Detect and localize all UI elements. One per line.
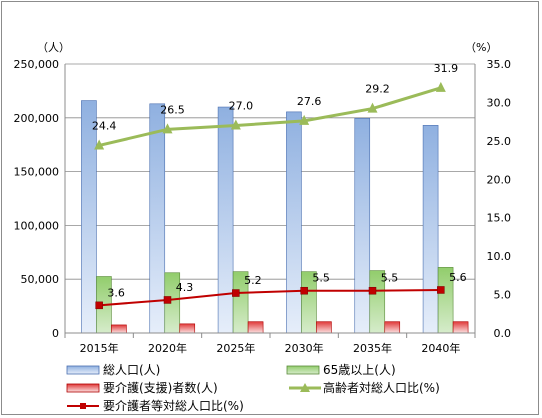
lines	[94, 81, 446, 310]
data-label-care-ratio: 5.6	[449, 271, 467, 284]
bar-total-population	[354, 118, 371, 334]
bar-total-population	[286, 111, 302, 334]
legend-label-care: 要介護(支援)者数(人)	[103, 380, 218, 395]
right-tick-label: 35.0	[487, 58, 512, 71]
data-label-care-ratio: 4.3	[176, 281, 194, 294]
right-tick-label: 25.0	[487, 135, 512, 148]
legend-marker-elder-ratio	[300, 383, 310, 392]
data-label-care-ratio: 5.5	[312, 272, 330, 285]
point-care-ratio	[368, 286, 377, 295]
point-elderly-ratio	[299, 114, 310, 125]
left-tick-label: 200,000	[14, 112, 60, 125]
legend-marker-care-ratio	[80, 403, 86, 409]
point-elderly-ratio	[435, 81, 446, 92]
right-axis-unit-label: （%）	[465, 41, 497, 54]
legend-label-care-ratio: 要介護者等対総人口比(%)	[103, 398, 244, 413]
bar-total-population	[422, 125, 439, 334]
point-care-ratio	[232, 289, 240, 297]
left-tick-label: 150,000	[14, 166, 60, 179]
right-tick-label: 0.0	[494, 327, 512, 340]
legend-swatch-total	[66, 365, 100, 375]
x-tick-label: 2025年	[216, 341, 255, 355]
data-label-care-ratio: 5.2	[244, 274, 262, 287]
left-tick-label: 250,000	[14, 58, 60, 71]
bar-total-population	[149, 103, 166, 334]
x-tick-label: 2040年	[421, 341, 460, 355]
left-tick-label: 100,000	[14, 219, 60, 232]
point-care-ratio	[163, 296, 172, 304]
x-tick-label: 2030年	[285, 341, 324, 355]
legend: 総人口(人) 65歳以上(人) 要介護(支援)者数(人) 高齢者対総人口比(%)…	[66, 363, 440, 413]
point-elderly-ratio	[162, 123, 173, 134]
bars	[81, 100, 469, 334]
x-tick-label: 2015年	[80, 341, 119, 355]
point-care-ratio	[300, 286, 308, 295]
data-label-care-ratio: 5.5	[381, 272, 399, 285]
left-tick-label: 0	[52, 327, 59, 340]
point-elderly-ratio	[367, 102, 378, 113]
data-label-elderly-ratio: 31.9	[434, 62, 459, 75]
data-label-elderly-ratio: 26.5	[160, 103, 185, 116]
grid	[65, 63, 475, 280]
legend-swatch-elder	[286, 365, 320, 375]
right-tick-label: 5.0	[494, 289, 512, 302]
point-elderly-ratio	[94, 139, 105, 150]
point-elderly-ratio	[230, 119, 241, 130]
data-label-elderly-ratio: 27.0	[229, 99, 254, 112]
bar-total-population	[217, 106, 234, 334]
axes: 0 50,000 100,000 150,000 200,000 250,000 0.0 5.…	[14, 58, 512, 355]
bar-care-recipients	[452, 321, 469, 334]
right-tick-label: 15.0	[487, 212, 512, 225]
left-axis-unit-label: （人）	[37, 41, 70, 54]
right-tick-label: 10.0	[487, 250, 512, 263]
data-label-care-ratio: 3.6	[107, 286, 125, 299]
bar-care-recipients	[111, 324, 127, 334]
left-tick-label: 50,000	[21, 273, 60, 286]
right-tick-label: 20.0	[487, 173, 512, 186]
x-tick-label: 2035年	[353, 341, 392, 355]
legend-swatch-care	[66, 383, 100, 393]
bar-care-recipients	[316, 321, 332, 334]
bar-care-recipients	[247, 321, 264, 334]
point-care-ratio	[437, 286, 445, 294]
bar-care-recipients	[384, 321, 401, 334]
legend-label-elder: 65歳以上(人)	[323, 363, 396, 377]
legend-label-total: 総人口(人)	[103, 363, 160, 377]
data-label-elderly-ratio: 24.4	[92, 119, 117, 132]
bar-care-recipients	[179, 323, 196, 334]
point-care-ratio	[95, 301, 103, 310]
line-care-ratio	[99, 288, 441, 307]
x-tick-label: 2020年	[148, 341, 187, 355]
legend-label-elder-ratio: 高齢者対総人口比(%)	[323, 380, 440, 395]
labels: 24.4 26.5 27.0 27.6 29.2 31.9 3.6 4.3 5.2 5.5 5.5 5…	[92, 62, 467, 300]
right-tick-label: 30.0	[487, 96, 512, 109]
data-label-elderly-ratio: 27.6	[297, 95, 322, 108]
bar-total-population	[81, 100, 97, 334]
line-elderly-ratio	[98, 86, 442, 147]
data-label-elderly-ratio: 29.2	[365, 83, 390, 96]
